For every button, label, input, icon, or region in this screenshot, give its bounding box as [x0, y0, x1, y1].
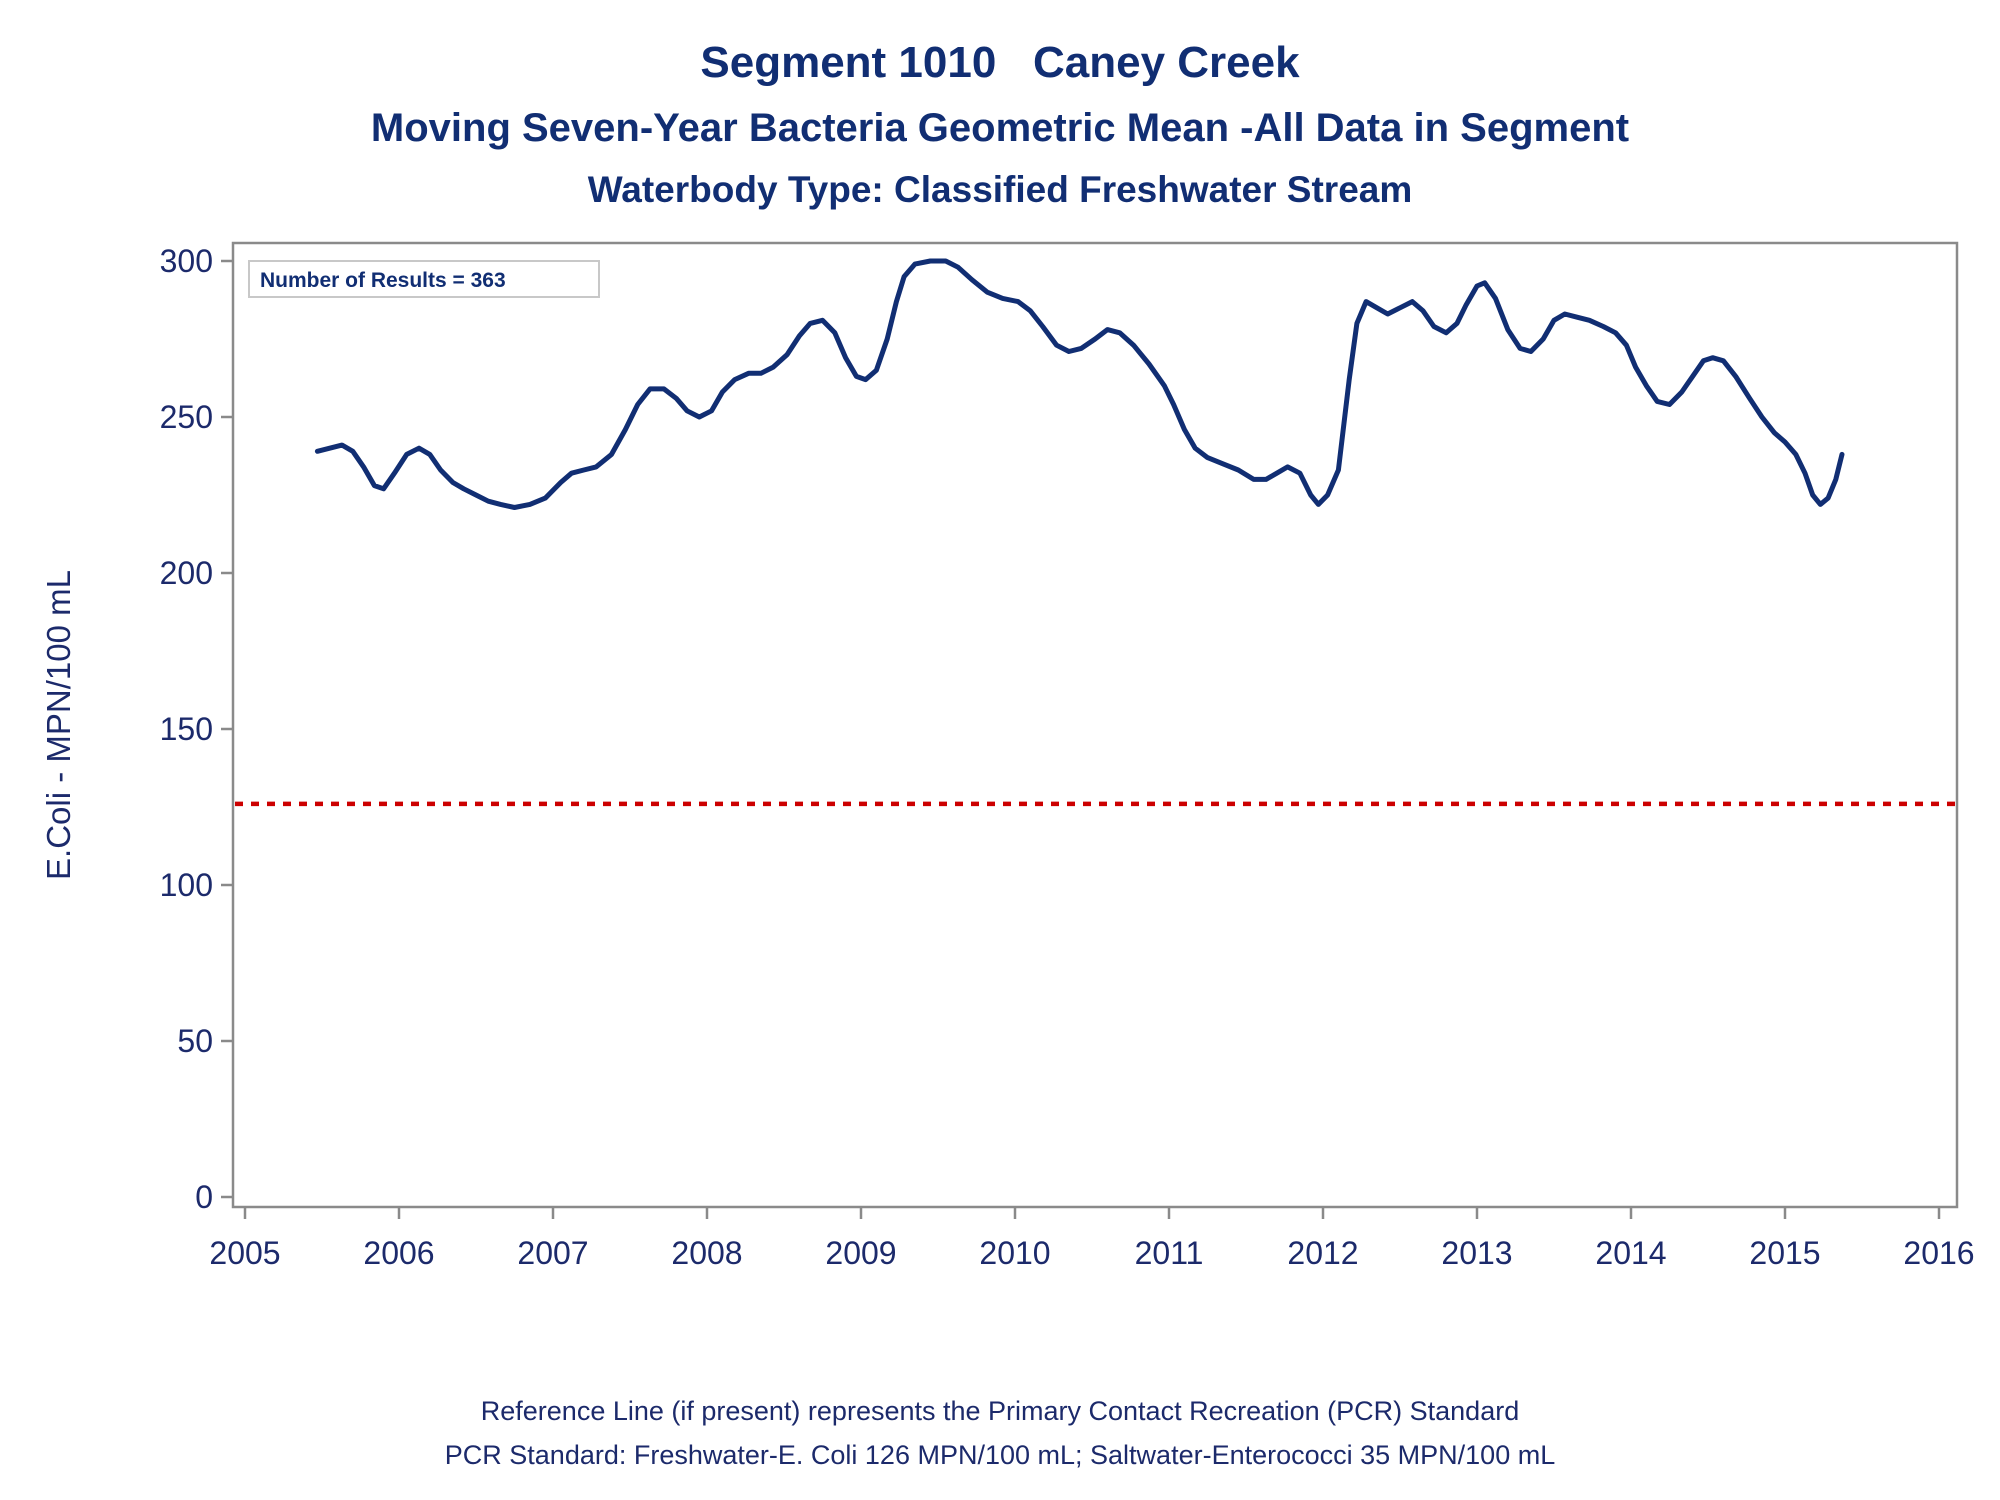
y-tick-label: 250 [160, 399, 213, 435]
results-count-label: Number of Results = 363 [260, 269, 506, 292]
y-tick-label: 50 [177, 1023, 213, 1059]
x-tick-label: 2011 [1135, 1235, 1204, 1271]
x-tick-label: 2015 [1749, 1235, 1820, 1271]
y-tick-label: 150 [160, 711, 213, 747]
y-tick-label: 200 [160, 555, 213, 591]
y-tick-label: 100 [160, 867, 213, 903]
footnote-pcr-standard: PCR Standard: Freshwater-E. Coli 126 MPN… [444, 1440, 1556, 1470]
x-tick-label: 2007 [517, 1235, 588, 1271]
results-count-box [248, 260, 600, 298]
footnote-reference-line: Reference Line (if present) represents t… [480, 1396, 1520, 1426]
x-tick-label: 2010 [979, 1235, 1050, 1271]
chart-title: Segment 1010 Caney Creek [700, 38, 1300, 87]
x-tick-label: 2014 [1595, 1235, 1666, 1271]
y-tick-label: 300 [160, 243, 213, 279]
x-tick-label: 2012 [1287, 1235, 1358, 1271]
chart-subtitle: Moving Seven-Year Bacteria Geometric Mea… [370, 106, 1630, 150]
y-axis-label: E.Coli - MPN/100 mL [40, 570, 77, 880]
x-tick-label: 2005 [209, 1235, 280, 1271]
x-tick-label: 2013 [1441, 1235, 1512, 1271]
x-axis: 2005 2006 2007 2008 2009 2010 2011 2012 2013 2014… [209, 1207, 1975, 1271]
series-line [314, 258, 1845, 510]
x-tick-label: 2006 [363, 1235, 434, 1271]
x-tick-label: 2016 [1903, 1235, 1974, 1271]
y-axis: 0 50 100 150 200 250 300 [160, 243, 233, 1215]
y-tick-label: 0 [195, 1179, 213, 1215]
plot-frame [231, 241, 1959, 1209]
x-tick-label: 2009 [825, 1235, 896, 1271]
x-tick-label: 2008 [671, 1235, 742, 1271]
chart-subtitle-waterbody: Waterbody Type: Classified Freshwater St… [587, 169, 1413, 210]
